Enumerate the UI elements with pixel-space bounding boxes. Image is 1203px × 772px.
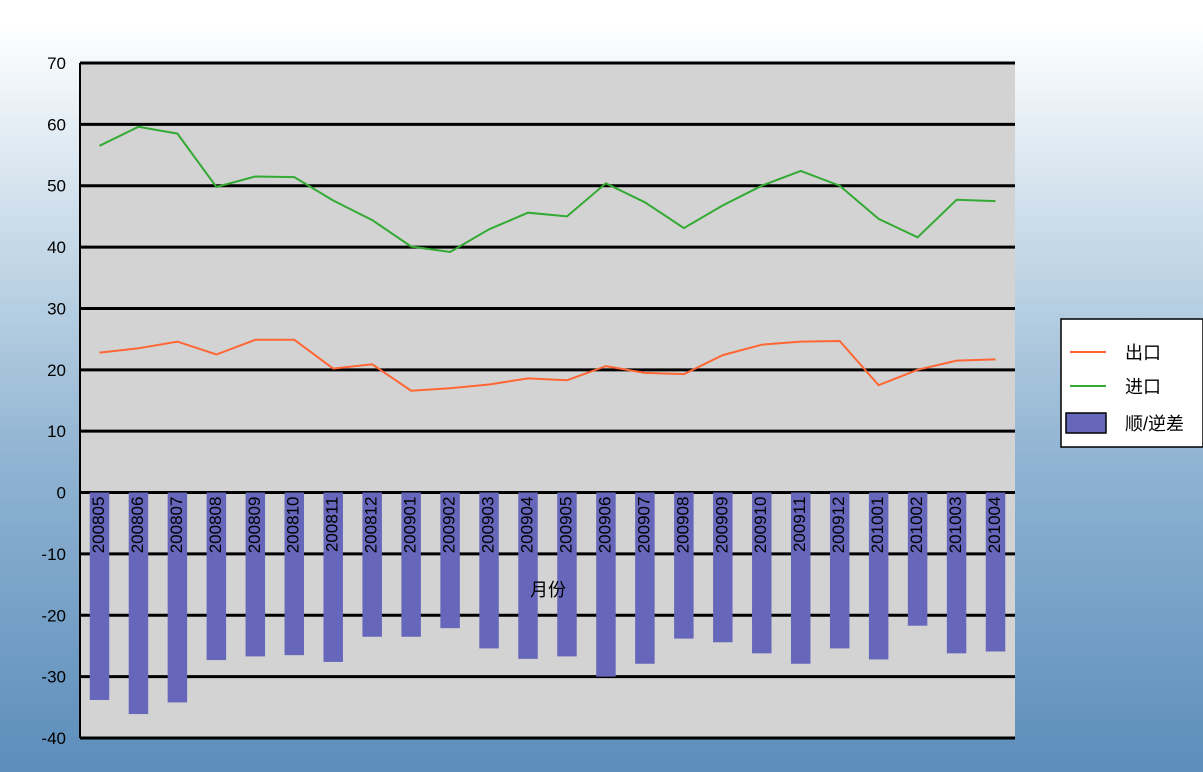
x-tick-label: 200903 xyxy=(479,497,498,554)
bar xyxy=(985,492,1006,652)
legend-label-import: 进口 xyxy=(1125,377,1161,397)
bar xyxy=(128,492,149,715)
x-axis-label: 月份 xyxy=(530,580,566,600)
bar xyxy=(89,492,110,700)
bar xyxy=(362,492,382,637)
y-tick-label: 0 xyxy=(57,484,66,503)
x-tick-label: 200901 xyxy=(401,497,420,554)
legend-label-balance: 顺/逆差 xyxy=(1125,414,1184,434)
bar xyxy=(401,492,421,637)
x-tick-label: 201004 xyxy=(985,497,1004,554)
bar xyxy=(284,492,305,656)
legend: 出口 进口 顺/逆差 xyxy=(1060,318,1203,448)
x-tick-label: 200909 xyxy=(712,497,731,554)
bar xyxy=(479,492,499,649)
legend-label-export: 出口 xyxy=(1125,343,1161,363)
bar xyxy=(245,492,266,657)
x-tick-label: 201003 xyxy=(946,497,965,554)
bar xyxy=(557,492,577,657)
y-tick-label: 10 xyxy=(47,422,66,441)
y-tick-label: 20 xyxy=(47,361,66,380)
bar xyxy=(323,492,343,662)
bar xyxy=(752,492,772,654)
bar-series xyxy=(89,492,1006,715)
y-tick-label: 50 xyxy=(47,177,66,196)
bar xyxy=(829,492,850,649)
legend-swatch-balance xyxy=(1065,412,1107,434)
y-tick-label: -40 xyxy=(41,729,66,748)
y-axis-ticks: 70 60 50 40 30 20 10 0 -10 -20 -30 -40 xyxy=(41,54,66,748)
bar xyxy=(518,492,538,659)
x-tick-label: 200911 xyxy=(790,497,809,552)
bar xyxy=(167,492,188,703)
x-tick-label: 201002 xyxy=(907,497,926,554)
x-tick-label: 200908 xyxy=(673,497,692,554)
bar xyxy=(674,492,694,639)
y-tick-label: -10 xyxy=(41,545,66,564)
x-tick-label: 200910 xyxy=(751,497,770,554)
bar xyxy=(596,492,616,677)
x-tick-label: 200806 xyxy=(128,497,147,554)
y-tick-label: -30 xyxy=(41,668,66,687)
y-tick-label: 60 xyxy=(47,115,66,134)
x-tick-label: 200902 xyxy=(440,497,459,554)
gridlines xyxy=(79,61,1015,740)
bar xyxy=(868,492,889,660)
series-line xyxy=(99,125,996,254)
bar xyxy=(635,492,655,664)
y-tick-label: 40 xyxy=(47,238,66,257)
x-tick-label: 200912 xyxy=(829,497,848,554)
x-tick-label: 200811 xyxy=(323,497,342,552)
x-tick-label: 200807 xyxy=(167,497,186,554)
bar xyxy=(713,492,733,643)
plot-area xyxy=(80,63,1015,738)
x-tick-label: 200810 xyxy=(284,497,303,554)
bar xyxy=(790,492,811,664)
x-tick-label: 200808 xyxy=(206,497,225,554)
x-tick-label: 201001 xyxy=(868,497,887,554)
y-tick-label: -20 xyxy=(41,606,66,625)
x-tick-label: 200906 xyxy=(595,497,614,554)
y-tick-label: 70 xyxy=(47,54,66,73)
x-tick-label: 200812 xyxy=(362,497,381,554)
bar xyxy=(206,492,227,661)
bar xyxy=(946,492,967,654)
bar xyxy=(440,492,460,629)
y-tick-label: 30 xyxy=(47,299,66,318)
x-tick-label: 200904 xyxy=(518,497,537,554)
x-tick-label: 200907 xyxy=(634,497,653,554)
line-series xyxy=(99,125,996,392)
x-tick-label: 200905 xyxy=(556,497,575,554)
x-tick-label: 200805 xyxy=(89,497,108,554)
x-tick-label: 200809 xyxy=(245,497,264,554)
series-line xyxy=(99,338,996,392)
x-axis-ticks: 200805 200806 200807 200808 200809 200810 2008… xyxy=(89,497,1004,554)
bar xyxy=(907,492,928,626)
